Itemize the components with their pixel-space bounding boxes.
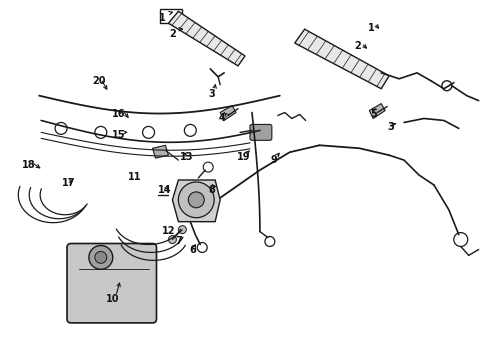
Text: 10: 10 bbox=[106, 294, 120, 304]
Circle shape bbox=[178, 226, 186, 234]
Text: 11: 11 bbox=[128, 172, 142, 182]
Circle shape bbox=[178, 182, 214, 218]
Polygon shape bbox=[169, 11, 245, 66]
Circle shape bbox=[169, 235, 176, 243]
Text: 6: 6 bbox=[189, 246, 196, 256]
Polygon shape bbox=[294, 29, 389, 89]
Text: 17: 17 bbox=[62, 178, 76, 188]
Text: 15: 15 bbox=[112, 130, 125, 140]
Text: 1: 1 bbox=[159, 13, 166, 23]
Text: 3: 3 bbox=[209, 89, 216, 99]
Text: 19: 19 bbox=[237, 152, 251, 162]
FancyBboxPatch shape bbox=[250, 125, 272, 140]
Text: 20: 20 bbox=[92, 76, 105, 86]
Text: 5: 5 bbox=[370, 109, 377, 118]
Circle shape bbox=[188, 192, 204, 208]
Text: 3: 3 bbox=[388, 122, 394, 132]
Text: 7: 7 bbox=[175, 235, 182, 246]
Polygon shape bbox=[152, 145, 169, 158]
Text: 2: 2 bbox=[354, 41, 361, 51]
Text: 14: 14 bbox=[158, 185, 171, 195]
Circle shape bbox=[95, 251, 107, 264]
Circle shape bbox=[89, 246, 113, 269]
Text: 13: 13 bbox=[179, 152, 193, 162]
Text: 1: 1 bbox=[368, 23, 375, 33]
Polygon shape bbox=[220, 105, 236, 121]
Polygon shape bbox=[172, 180, 220, 222]
FancyBboxPatch shape bbox=[67, 243, 156, 323]
Text: 16: 16 bbox=[112, 109, 125, 118]
Text: 12: 12 bbox=[162, 226, 175, 236]
Text: 18: 18 bbox=[23, 160, 36, 170]
Text: 4: 4 bbox=[219, 113, 225, 122]
Text: 2: 2 bbox=[169, 29, 176, 39]
Text: 8: 8 bbox=[209, 185, 216, 195]
Polygon shape bbox=[369, 104, 385, 118]
Text: 9: 9 bbox=[270, 155, 277, 165]
